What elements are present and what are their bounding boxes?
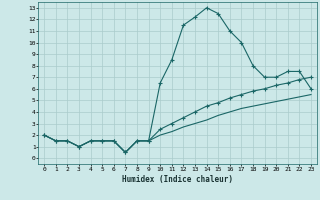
X-axis label: Humidex (Indice chaleur): Humidex (Indice chaleur) — [122, 175, 233, 184]
